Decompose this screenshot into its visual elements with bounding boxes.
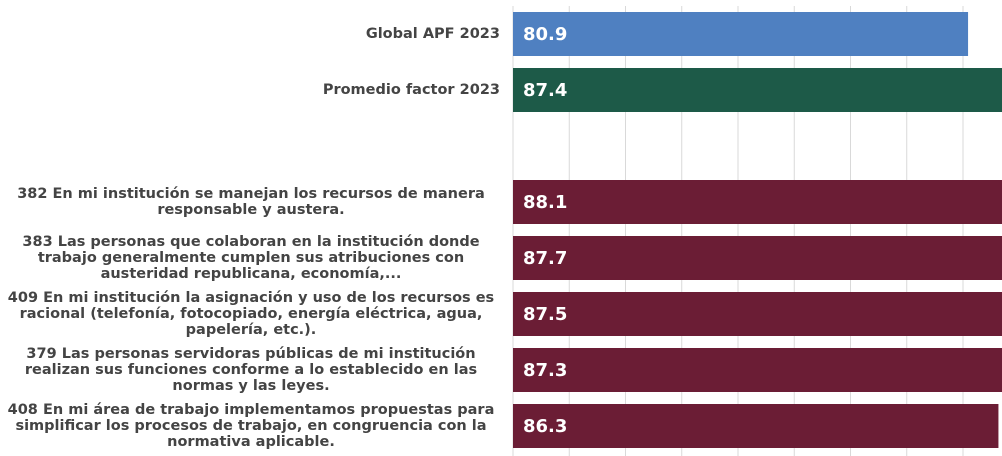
bar	[513, 236, 1002, 280]
category-label: 408 En mi área de trabajo implementamos …	[7, 402, 495, 450]
value-label: 86.3	[523, 416, 567, 437]
value-label: 88.1	[523, 192, 567, 213]
value-label: 87.3	[523, 360, 567, 381]
value-label: 87.7	[523, 248, 567, 269]
value-label: 87.5	[523, 304, 567, 325]
category-label: Promedio factor 2023	[322, 82, 500, 98]
value-label: 87.4	[523, 80, 567, 101]
category-label: Global APF 2023	[365, 26, 500, 42]
category-label: 409 En mi institución la asignación y us…	[7, 290, 495, 338]
category-label: 379 Las personas servidoras públicas de …	[24, 346, 478, 394]
bar	[513, 180, 1002, 224]
bar	[513, 68, 1002, 112]
category-label: 383 Las personas que colaboran en la ins…	[22, 234, 480, 282]
bar	[513, 12, 969, 56]
value-label: 80.9	[523, 24, 567, 45]
category-label: 382 En mi institución se manejan los rec…	[17, 186, 485, 218]
bar	[513, 292, 1002, 336]
bar	[513, 348, 1002, 392]
bar	[513, 404, 999, 448]
